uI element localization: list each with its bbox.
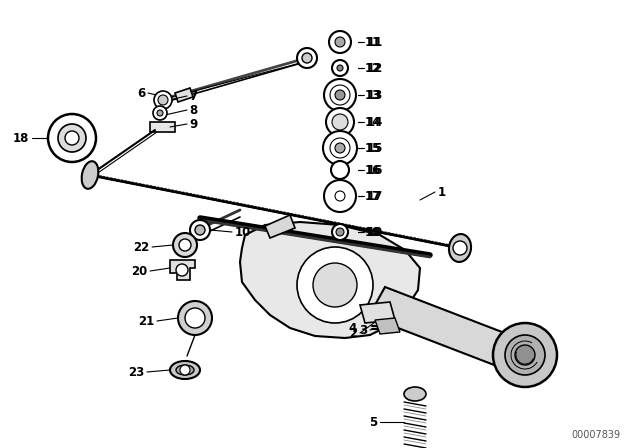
Text: 10: 10 [235,225,252,238]
Ellipse shape [170,361,200,379]
Circle shape [302,53,312,63]
Circle shape [190,220,210,240]
Text: 2: 2 [349,327,357,340]
Polygon shape [360,302,395,323]
Text: 16: 16 [365,164,381,177]
Text: 13: 13 [367,89,383,102]
Circle shape [195,225,205,235]
Circle shape [493,323,557,387]
Circle shape [330,138,350,158]
Circle shape [330,85,350,105]
Text: 15: 15 [367,142,383,155]
Ellipse shape [82,161,99,189]
Text: 8: 8 [189,103,197,116]
Circle shape [297,247,373,323]
Circle shape [157,110,163,116]
Circle shape [185,308,205,328]
Text: 6: 6 [137,86,145,99]
Circle shape [48,114,96,162]
Text: 19: 19 [367,225,383,238]
Circle shape [173,233,197,257]
Ellipse shape [449,234,471,262]
Circle shape [58,124,86,152]
Polygon shape [240,222,420,338]
Circle shape [335,143,345,153]
Circle shape [329,31,351,53]
Circle shape [324,180,356,212]
Circle shape [153,106,167,120]
Circle shape [515,345,535,365]
Circle shape [453,241,467,255]
Polygon shape [265,215,295,238]
Text: 15: 15 [365,142,381,155]
Polygon shape [175,88,193,102]
Circle shape [335,37,345,47]
Text: 19: 19 [365,225,381,238]
Circle shape [176,264,188,276]
Circle shape [326,108,354,136]
Text: 00007839: 00007839 [571,430,620,440]
Polygon shape [375,318,400,334]
Circle shape [179,239,191,251]
Text: 13: 13 [365,89,381,102]
Circle shape [331,161,349,179]
Circle shape [154,91,172,109]
Circle shape [332,60,348,76]
Circle shape [336,228,344,236]
Text: 21: 21 [138,314,154,327]
Circle shape [297,48,317,68]
Text: 9: 9 [189,117,197,130]
Polygon shape [170,260,195,280]
Text: 14: 14 [367,116,383,129]
Circle shape [180,365,190,375]
Text: 22: 22 [132,241,149,254]
Circle shape [505,335,545,375]
Circle shape [65,131,79,145]
Text: 23: 23 [128,366,144,379]
Text: 16: 16 [367,164,383,177]
Circle shape [158,95,168,105]
Circle shape [323,131,357,165]
Polygon shape [150,122,175,132]
Circle shape [337,65,343,71]
Text: 17: 17 [367,190,383,202]
Text: 12: 12 [367,61,383,74]
Circle shape [178,301,212,335]
Text: 14: 14 [365,116,381,129]
Circle shape [335,90,345,100]
Text: 1: 1 [438,185,446,198]
Circle shape [332,224,348,240]
Text: 17: 17 [365,190,381,202]
Circle shape [313,263,357,307]
Text: 7: 7 [189,90,197,103]
Ellipse shape [404,387,426,401]
Circle shape [332,114,348,130]
Text: 3: 3 [359,323,367,336]
Circle shape [324,79,356,111]
Text: 18: 18 [13,132,29,145]
Text: 12: 12 [365,61,381,74]
Circle shape [335,191,345,201]
Text: 4: 4 [348,322,356,335]
Text: 20: 20 [131,264,147,277]
Text: 5: 5 [369,415,377,428]
Text: 11: 11 [365,35,381,48]
Polygon shape [375,287,530,373]
Text: 11: 11 [367,35,383,48]
Ellipse shape [176,365,194,375]
